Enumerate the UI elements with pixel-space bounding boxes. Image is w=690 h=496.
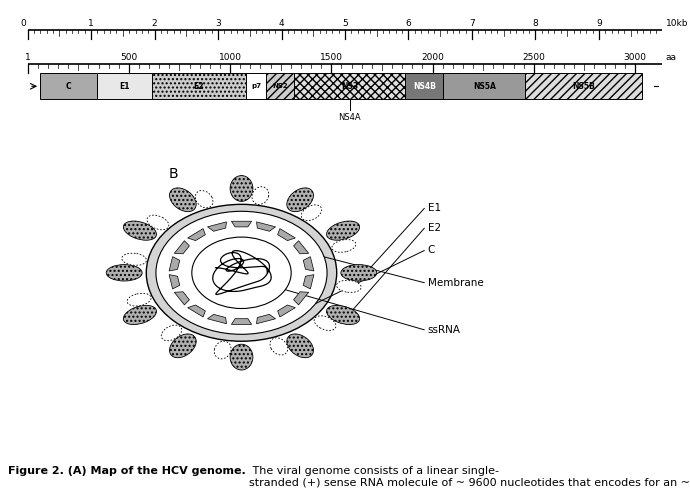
Ellipse shape bbox=[214, 341, 231, 359]
Text: NS3: NS3 bbox=[341, 82, 358, 91]
Text: C: C bbox=[66, 82, 71, 91]
Polygon shape bbox=[208, 314, 226, 324]
Polygon shape bbox=[231, 221, 252, 227]
Bar bbox=[266, 73, 294, 99]
Bar bbox=[406, 73, 444, 99]
Text: 3: 3 bbox=[215, 19, 221, 28]
Polygon shape bbox=[257, 222, 275, 231]
Ellipse shape bbox=[124, 306, 157, 324]
Ellipse shape bbox=[287, 188, 313, 212]
Ellipse shape bbox=[147, 215, 169, 230]
Polygon shape bbox=[304, 257, 314, 271]
Ellipse shape bbox=[252, 187, 269, 204]
Ellipse shape bbox=[127, 293, 151, 306]
Circle shape bbox=[156, 211, 327, 334]
Text: 8: 8 bbox=[533, 19, 538, 28]
Ellipse shape bbox=[195, 190, 213, 208]
Bar bbox=[246, 73, 266, 99]
Polygon shape bbox=[188, 229, 206, 241]
Polygon shape bbox=[175, 241, 190, 254]
Text: B: B bbox=[169, 167, 179, 181]
Text: 1: 1 bbox=[88, 19, 94, 28]
Text: 9: 9 bbox=[596, 19, 602, 28]
Polygon shape bbox=[293, 292, 308, 305]
Text: 4: 4 bbox=[279, 19, 284, 28]
Text: NS5B: NS5B bbox=[572, 82, 595, 91]
Polygon shape bbox=[293, 241, 308, 254]
Circle shape bbox=[146, 204, 337, 341]
Ellipse shape bbox=[230, 176, 253, 201]
Ellipse shape bbox=[106, 265, 142, 281]
Bar bbox=[40, 73, 97, 99]
Text: 2000: 2000 bbox=[421, 54, 444, 62]
Text: aa: aa bbox=[666, 54, 677, 62]
Ellipse shape bbox=[124, 221, 157, 240]
Polygon shape bbox=[188, 305, 206, 317]
Text: 1: 1 bbox=[25, 54, 30, 62]
Text: Membrane: Membrane bbox=[428, 278, 484, 288]
Ellipse shape bbox=[337, 280, 361, 293]
Polygon shape bbox=[277, 229, 295, 241]
Ellipse shape bbox=[326, 306, 359, 324]
Bar bbox=[294, 73, 406, 99]
Ellipse shape bbox=[161, 325, 181, 341]
Text: E2: E2 bbox=[428, 223, 441, 233]
Text: 10kb: 10kb bbox=[666, 19, 689, 28]
Text: 3000: 3000 bbox=[624, 54, 647, 62]
Polygon shape bbox=[208, 222, 226, 231]
Text: 5: 5 bbox=[342, 19, 348, 28]
Ellipse shape bbox=[122, 253, 146, 265]
Text: 6: 6 bbox=[406, 19, 411, 28]
Ellipse shape bbox=[170, 188, 196, 212]
Polygon shape bbox=[304, 275, 314, 289]
Text: C: C bbox=[428, 246, 435, 255]
Bar bbox=[97, 73, 152, 99]
Text: 1500: 1500 bbox=[319, 54, 343, 62]
Text: ssRNA: ssRNA bbox=[428, 325, 461, 335]
Text: p7: p7 bbox=[251, 83, 261, 89]
Polygon shape bbox=[257, 314, 275, 324]
Polygon shape bbox=[175, 292, 190, 305]
Text: NS5A: NS5A bbox=[473, 82, 495, 91]
Text: 1000: 1000 bbox=[219, 54, 241, 62]
Ellipse shape bbox=[341, 265, 377, 281]
Bar bbox=[525, 73, 642, 99]
Ellipse shape bbox=[314, 316, 336, 330]
Text: NS2: NS2 bbox=[272, 83, 288, 89]
Text: NS4B: NS4B bbox=[413, 82, 436, 91]
Text: E1: E1 bbox=[428, 203, 441, 213]
Text: 0: 0 bbox=[21, 19, 26, 28]
Bar bbox=[152, 73, 246, 99]
Ellipse shape bbox=[332, 240, 356, 252]
Ellipse shape bbox=[287, 334, 313, 358]
Circle shape bbox=[192, 237, 291, 309]
Text: The viral genome consists of a linear single-
stranded (+) sense RNA molecule of: The viral genome consists of a linear si… bbox=[250, 466, 690, 488]
Ellipse shape bbox=[302, 205, 322, 221]
Ellipse shape bbox=[326, 221, 359, 240]
Polygon shape bbox=[277, 305, 295, 317]
Text: 500: 500 bbox=[120, 54, 137, 62]
Text: 7: 7 bbox=[469, 19, 475, 28]
Text: Figure 2. (A) Map of the HCV genome.: Figure 2. (A) Map of the HCV genome. bbox=[8, 466, 246, 476]
Polygon shape bbox=[231, 319, 252, 324]
Polygon shape bbox=[169, 275, 179, 289]
Ellipse shape bbox=[170, 334, 196, 358]
Text: 2: 2 bbox=[152, 19, 157, 28]
Text: NS4A: NS4A bbox=[338, 113, 361, 122]
Ellipse shape bbox=[270, 338, 288, 355]
Text: E1: E1 bbox=[119, 82, 130, 91]
Text: E2: E2 bbox=[193, 82, 204, 91]
Bar bbox=[444, 73, 525, 99]
Ellipse shape bbox=[230, 344, 253, 370]
Polygon shape bbox=[169, 257, 179, 271]
Text: 2500: 2500 bbox=[522, 54, 545, 62]
